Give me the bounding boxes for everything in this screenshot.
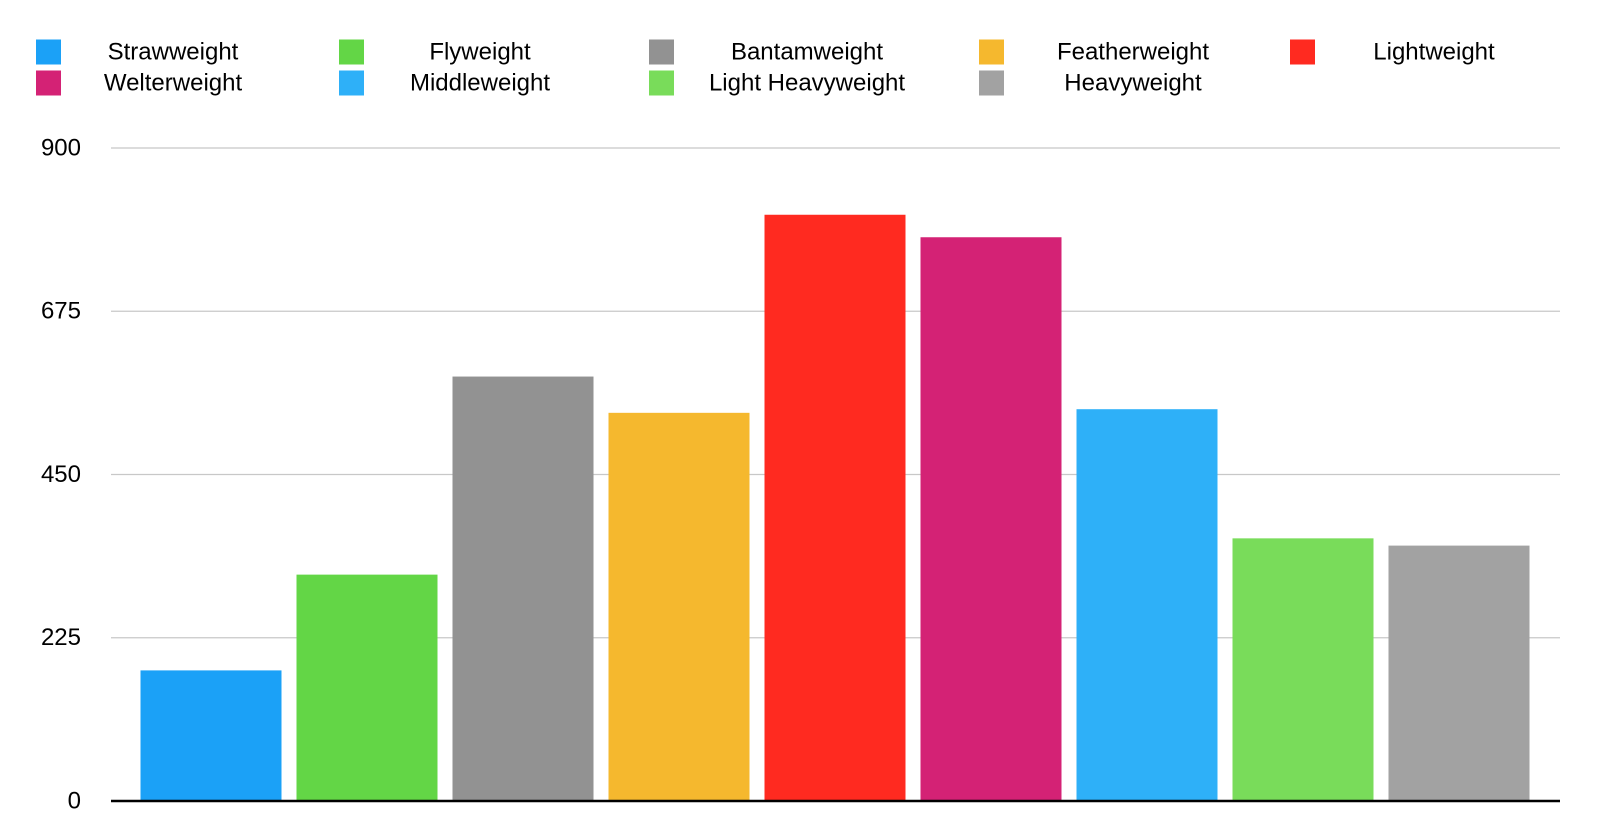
legend-swatch [339, 70, 364, 96]
legend-label: Welterweight [104, 69, 243, 96]
bar-welterweight [920, 237, 1062, 801]
legend-label: Flyweight [429, 38, 531, 65]
legend-label: Middleweight [410, 69, 550, 96]
legend-swatch [649, 39, 674, 65]
legend-swatch [36, 39, 61, 65]
legend-label: Bantamweight [731, 38, 883, 65]
y-tick-label: 0 [68, 787, 81, 814]
y-tick-label: 225 [41, 624, 81, 651]
y-axis-tick-labels: 0 225 450 675 900 [41, 134, 81, 814]
legend-label: Light Heavyweight [709, 69, 905, 96]
bar-strawweight [140, 670, 282, 801]
legend: Strawweight Flyweight Bantamweight Featherw… [36, 38, 1495, 96]
bars [140, 214, 1530, 802]
legend-swatch [979, 39, 1004, 65]
bar-heavyweight [1388, 545, 1530, 801]
legend-swatch [339, 39, 364, 65]
y-tick-label: 450 [41, 461, 81, 488]
bar-lightweight [764, 214, 906, 802]
legend-label: Strawweight [108, 38, 239, 65]
bar-bantamweight [452, 376, 594, 801]
legend-swatch [649, 70, 674, 96]
legend-label: Lightweight [1373, 38, 1495, 65]
legend-label: Featherweight [1057, 38, 1209, 65]
legend-swatch [979, 70, 1004, 96]
legend-swatch [36, 70, 61, 96]
legend-label: Heavyweight [1064, 69, 1202, 96]
bar-middleweight [1076, 409, 1218, 801]
y-tick-label: 675 [41, 298, 81, 325]
bar-light-heavyweight [1232, 538, 1374, 801]
bar-flyweight [296, 574, 438, 801]
legend-swatch [1290, 39, 1315, 65]
y-tick-label: 900 [41, 134, 81, 161]
bar-featherweight [608, 412, 750, 801]
